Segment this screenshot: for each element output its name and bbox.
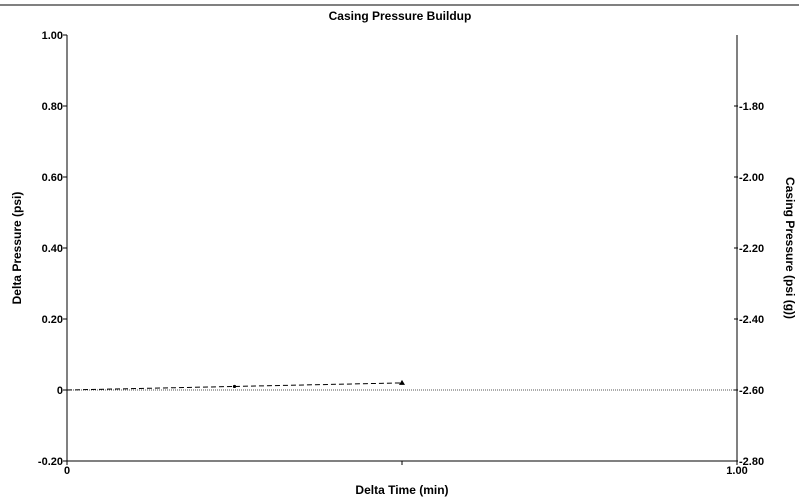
y-tick-label: 0 [57, 385, 63, 397]
x-tick-label: 0 [64, 465, 70, 477]
y2-tick-label: -2.80 [739, 456, 764, 468]
y-tick-label: 0.60 [42, 172, 63, 184]
y2-tick-label: -2.40 [739, 314, 764, 326]
y2-axis-label: Casing Pressure (psi (g)) [783, 177, 797, 319]
y2-tick-label: -2.00 [739, 172, 764, 184]
y2-tick-label: -2.60 [739, 385, 764, 397]
y-axis-label: Delta Pressure (psi) [10, 192, 24, 305]
ticks-layer: -0.2000.200.400.600.801.00-2.80-2.60-2.4… [38, 30, 764, 477]
data-point [399, 379, 405, 385]
y-tick-label: 0.20 [42, 314, 63, 326]
x-tick-label: 1.00 [726, 465, 747, 477]
y-tick-label: 0.40 [42, 243, 63, 255]
x-axis-label: Delta Time (min) [355, 483, 448, 497]
data-point [232, 384, 237, 389]
y2-tick-label: -1.80 [739, 101, 764, 113]
y2-tick-label: -2.20 [739, 243, 764, 255]
y-tick-label: 0.80 [42, 101, 63, 113]
chart-title: Casing Pressure Buildup [329, 9, 472, 23]
y-tick-label: 1.00 [42, 30, 63, 42]
y-tick-label: -0.20 [38, 456, 63, 468]
series-layer [66, 379, 405, 391]
